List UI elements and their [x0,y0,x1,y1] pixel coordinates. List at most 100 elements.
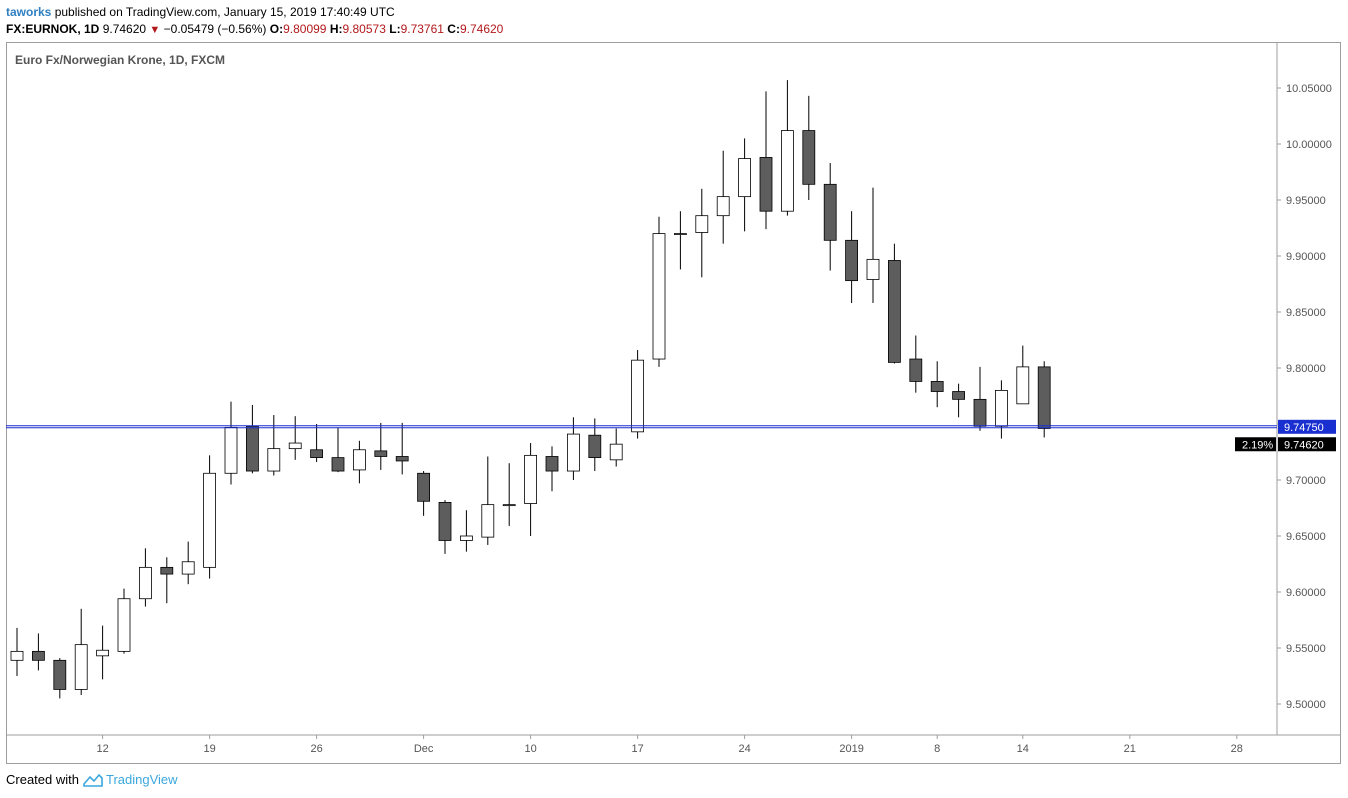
y-tick-label: 9.50000 [1286,699,1326,711]
x-tick-label: 24 [738,743,750,755]
low-value: 9.73761 [400,22,444,36]
candle-body [395,456,409,462]
candle-body [609,443,623,461]
low-label: L: [389,22,401,36]
close-label: C: [447,22,460,36]
candle-body [567,433,580,472]
candlestick-chart[interactable]: Euro Fx/Norwegian Krone, 1D, FXCM 9.50000… [6,42,1341,764]
y-tick-label: 10.00000 [1286,139,1332,151]
candle-body [331,457,345,472]
candle-body [181,561,195,575]
x-tick-label: 26 [310,743,322,755]
candle-body [203,472,217,568]
candle-body [545,456,559,472]
candle-body [888,260,901,363]
author-link[interactable]: taworks [6,5,52,19]
created-with-text: Created with [6,772,79,787]
candle-body [288,442,302,450]
high-label: H: [329,22,343,36]
candle-body [995,389,1008,427]
candle-body [631,359,644,433]
candle-body [267,448,281,472]
x-tick-label: 28 [1231,743,1243,755]
close-value: 9.74620 [459,22,504,36]
candle-body [524,454,537,504]
candle-body [10,650,24,661]
candle-body [588,434,602,459]
candle-body [160,566,174,575]
down-arrow-icon: ▼ [149,24,161,36]
last-price: 9.74620 [102,22,147,36]
x-tick-label: 17 [631,743,643,755]
y-tick-label: 9.70000 [1286,475,1326,487]
y-tick-label: 10.05000 [1286,83,1332,95]
x-tick-label: 19 [203,743,215,755]
candle-body [502,504,516,507]
candle-body [952,391,965,400]
candle-body [481,504,495,538]
y-tick-label: 9.55000 [1286,643,1326,655]
x-tick-label: 14 [1017,743,1029,755]
y-tick-label: 9.90000 [1286,251,1326,263]
candle-body [845,239,858,282]
symbol-label: FX:EURNOK, 1D [6,22,100,36]
candle-body [417,472,431,502]
candle-body [930,381,944,392]
publish-info: taworks published on TradingView.com, Ja… [6,5,395,19]
candle-body [1037,366,1051,429]
last-price-label: 9.74620 [1284,439,1324,451]
candle-body [138,566,152,600]
ohlc-legend: FX:EURNOK, 1D 9.74620 ▼ −0.05479 (−0.56%… [6,22,503,36]
open-label: O: [269,22,284,36]
high-value: 9.80573 [342,22,386,36]
open-value: 9.80099 [283,22,327,36]
x-tick-label: 12 [96,743,108,755]
candle-body [695,215,709,233]
y-tick-label: 9.65000 [1286,531,1326,543]
price-change: −0.05479 (−0.56%) [163,22,267,36]
candle-body [96,649,109,657]
candle-body [117,598,131,652]
x-tick-label: 10 [524,743,536,755]
pct-label-bg [1235,437,1276,452]
candle-body [374,450,388,457]
candle-body [802,130,816,185]
candle-body [459,535,473,541]
candle-body [716,196,730,217]
x-tick-label: 8 [934,743,940,755]
published-text: published on TradingView.com, January 15… [54,5,395,19]
candle-body [1016,366,1030,405]
y-tick-label: 9.60000 [1286,587,1326,599]
candle-body [866,258,880,280]
candle-body [438,501,452,541]
chart-title: Euro Fx/Norwegian Krone, 1D, FXCM [15,53,225,67]
candle-body [53,659,67,690]
candle-body [652,233,666,360]
last-price-label-bg [1278,437,1336,452]
y-tick-label: 9.85000 [1286,307,1326,319]
x-tick-label: Dec [414,743,434,755]
candle-body [781,130,794,212]
x-tick-label: 2019 [839,743,863,755]
y-tick-label: 9.95000 [1286,195,1326,207]
tradingview-logo-icon [83,773,103,787]
x-tick-label: 21 [1124,743,1136,755]
candle-body [245,425,259,472]
tradingview-brand-link[interactable]: TradingView [105,772,178,787]
candle-body [909,358,923,382]
candle-body [738,158,751,198]
footer: Created with TradingView [6,772,178,787]
pct-label: 2.19% [1242,439,1273,451]
candle-body [674,233,687,236]
candle-body [224,426,238,474]
chart-frame [6,42,1341,764]
candle-body [31,650,45,661]
y-tick-label: 9.80000 [1286,363,1326,375]
level-price-label-bg [1278,419,1336,434]
candle-body [759,157,773,212]
candle-body [74,644,88,690]
candle-body [823,183,837,241]
candle-body [973,398,987,427]
level-price-label: 9.74750 [1284,422,1324,434]
candle-body [310,449,324,459]
